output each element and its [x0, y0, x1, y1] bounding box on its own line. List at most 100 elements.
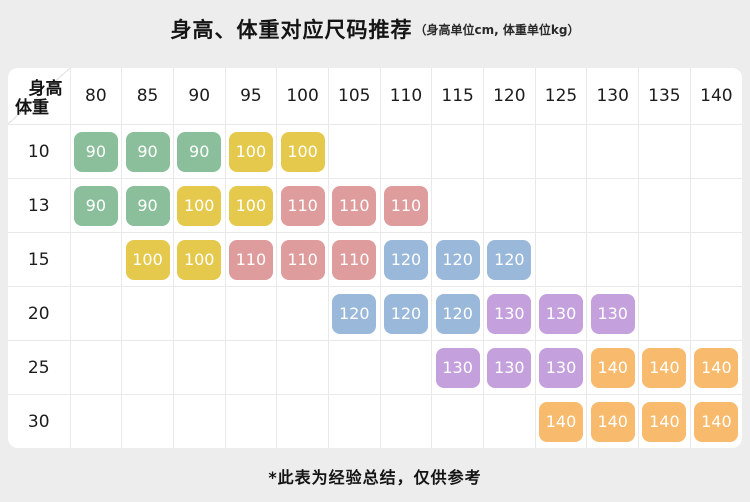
size-cell: 140: [638, 394, 691, 448]
size-cell: 90: [172, 124, 226, 179]
size-table: 身高 体重 80 85 90 95 100 105 110 115 120 125 130 135 140 1…: [8, 68, 742, 448]
size-cell: 110: [327, 178, 381, 233]
row-header-30: 30: [8, 394, 71, 448]
size-chip: 110: [228, 239, 273, 280]
corner-weight-label: 体重: [15, 98, 49, 118]
empty-cell: [327, 340, 381, 395]
table-row: 10 90 90 90 100 100: [8, 124, 742, 179]
size-chip: 140: [642, 347, 687, 388]
size-cell: 110: [276, 178, 329, 233]
empty-cell: [483, 178, 536, 233]
empty-cell: [172, 286, 226, 341]
empty-cell: [689, 178, 742, 233]
size-cell: 140: [638, 340, 691, 395]
row-header-10: 10: [8, 124, 71, 179]
size-cell: 100: [172, 178, 226, 233]
size-chip: 130: [487, 293, 532, 334]
title-sub: （身高单位cm, 体重单位kg）: [414, 22, 580, 37]
row-header-25: 25: [8, 340, 71, 395]
empty-cell: [431, 394, 484, 448]
empty-cell: [586, 124, 640, 179]
column-header-130: 130: [586, 68, 640, 125]
size-cell: 100: [276, 124, 329, 179]
size-cell: 130: [483, 286, 536, 341]
size-cell: 140: [689, 394, 742, 448]
empty-cell: [483, 124, 536, 179]
size-cell: 110: [379, 178, 433, 233]
size-cell: 140: [689, 340, 742, 395]
corner-cell: 身高 体重: [8, 68, 71, 125]
size-chip: 120: [435, 293, 480, 334]
row-header-15: 15: [8, 232, 71, 287]
size-chip: 110: [332, 185, 377, 226]
size-cell: 140: [586, 340, 640, 395]
empty-cell: [431, 124, 484, 179]
empty-cell: [121, 394, 174, 448]
empty-cell: [69, 286, 123, 341]
size-cell: 140: [534, 394, 588, 448]
empty-cell: [276, 286, 329, 341]
size-chip: 110: [383, 185, 428, 226]
footer-note: *此表为经验总结，仅供参考: [268, 468, 482, 487]
size-chip: 130: [590, 293, 635, 334]
empty-cell: [534, 178, 588, 233]
column-header-125: 125: [534, 68, 588, 125]
empty-cell: [69, 394, 123, 448]
size-chip: 140: [539, 401, 584, 442]
size-cell: 100: [121, 232, 174, 287]
size-cell: 130: [431, 340, 484, 395]
column-header-85: 85: [121, 68, 174, 125]
size-chip: 90: [73, 131, 118, 172]
size-chip: 90: [73, 185, 118, 226]
size-cell: 140: [586, 394, 640, 448]
size-chip: 90: [177, 131, 222, 172]
size-chip: 90: [125, 185, 170, 226]
table-row: 30 140 140 140 140: [8, 394, 742, 448]
table-row: 13 90 90 100 100 110 110 110: [8, 178, 742, 233]
size-cell: 130: [483, 340, 536, 395]
size-cell: 110: [224, 232, 278, 287]
size-cell: 90: [121, 178, 174, 233]
empty-cell: [379, 340, 433, 395]
size-chip: 130: [487, 347, 532, 388]
size-chip: 130: [435, 347, 480, 388]
size-cell: 120: [483, 232, 536, 287]
size-chip: 100: [177, 239, 222, 280]
empty-cell: [586, 232, 640, 287]
title-main: 身高、体重对应尺码推荐: [170, 18, 413, 42]
empty-cell: [638, 124, 691, 179]
size-chip: 100: [280, 131, 325, 172]
table-row: 25 130 130 130 140 140 140: [8, 340, 742, 395]
table-row: 15 100 100 110 110 110 120 120 120: [8, 232, 742, 287]
empty-cell: [534, 124, 588, 179]
size-chip: 110: [332, 239, 377, 280]
column-header-140: 140: [689, 68, 742, 125]
empty-cell: [638, 286, 691, 341]
table-row: 20 120 120 120 130 130 130: [8, 286, 742, 341]
column-header-80: 80: [69, 68, 123, 125]
size-chip: 100: [177, 185, 222, 226]
size-cell: 120: [431, 286, 484, 341]
empty-cell: [327, 124, 381, 179]
column-header-115: 115: [431, 68, 484, 125]
empty-cell: [121, 286, 174, 341]
size-cell: 120: [379, 286, 433, 341]
empty-cell: [276, 394, 329, 448]
empty-cell: [534, 232, 588, 287]
empty-cell: [224, 286, 278, 341]
size-cell: 130: [534, 340, 588, 395]
size-cell: 110: [327, 232, 381, 287]
size-chip: 140: [694, 401, 739, 442]
corner-height-label: 身高: [28, 79, 63, 99]
size-cell: 120: [431, 232, 484, 287]
size-chip: 140: [590, 347, 635, 388]
size-chart-card: 身高 体重 80 85 90 95 100 105 110 115 120 125 130 135 140 1…: [8, 68, 742, 448]
empty-cell: [638, 178, 691, 233]
size-cell: 130: [534, 286, 588, 341]
size-chip: 90: [125, 131, 170, 172]
column-header-100: 100: [276, 68, 329, 125]
empty-cell: [689, 286, 742, 341]
empty-cell: [586, 178, 640, 233]
empty-cell: [69, 232, 123, 287]
